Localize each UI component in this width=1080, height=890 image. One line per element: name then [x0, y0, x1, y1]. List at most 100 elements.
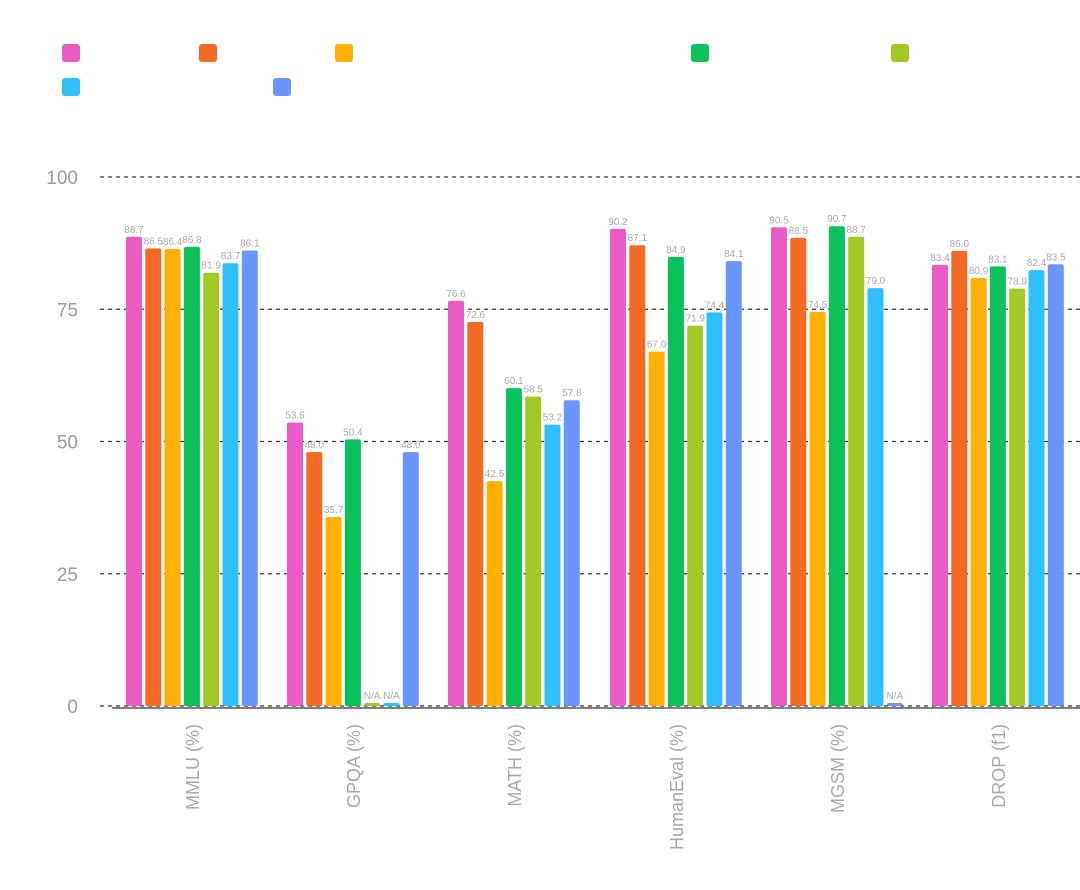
bar-value-label: 50.4	[343, 427, 363, 438]
bar-value-label: 35.7	[324, 505, 344, 516]
y-tick-label: 75	[57, 300, 78, 321]
bar-value-label: 71.9	[685, 314, 705, 325]
bar-value-label: 74.4	[705, 300, 725, 311]
bar	[932, 264, 948, 706]
bar	[544, 424, 561, 706]
bar-value-label: 86.0	[950, 239, 970, 250]
bar-value-label: 60.1	[504, 376, 524, 387]
bar-value-label: 81.9	[201, 261, 221, 272]
x-category-label: MMLU (%)	[183, 724, 203, 810]
y-tick-label: 100	[46, 168, 78, 189]
bar	[467, 321, 484, 706]
x-category-label: GPQA (%)	[344, 724, 364, 808]
bar	[505, 388, 522, 706]
bar-value-label: 78.9	[1007, 277, 1027, 288]
bar	[867, 288, 884, 706]
bar	[145, 248, 162, 707]
bar-value-label: 87.1	[628, 233, 648, 244]
bar	[525, 396, 542, 706]
bar-value-label: 80.9	[969, 266, 989, 277]
bar	[725, 261, 742, 706]
bar	[610, 228, 626, 707]
legend-swatch-5	[891, 44, 909, 62]
bar	[629, 245, 646, 706]
x-category-label: MATH (%)	[505, 724, 525, 807]
bar-value-label: 84.9	[666, 245, 686, 256]
bar-value-label: 90.2	[608, 217, 628, 228]
x-category-label: HumanEval (%)	[667, 724, 687, 850]
legend-swatch-6	[62, 78, 80, 96]
bar	[344, 439, 361, 706]
y-tick-label: 0	[67, 697, 78, 718]
bar-value-label: 79.0	[866, 276, 886, 287]
bar	[306, 452, 323, 706]
bar-value-label: 83.7	[221, 251, 241, 262]
bar-value-label: 90.7	[827, 214, 847, 225]
bar	[164, 248, 181, 706]
bar-value-label: 42.5	[485, 469, 505, 480]
x-category-label: DROP (f1)	[989, 724, 1009, 808]
legend-swatch-4	[691, 44, 709, 62]
bar-value-label: 48.0	[401, 440, 421, 451]
bar	[1009, 288, 1026, 706]
bar-value-label: 88.5	[789, 226, 809, 237]
x-axis: MMLU (%) GPQA (%) MATH (%) HumanEval (%) MGS…	[112, 707, 1080, 850]
bar-value-label: 88.7	[124, 225, 144, 236]
legend-swatch-2	[199, 44, 217, 62]
bar	[222, 263, 239, 706]
y-tick-label: 25	[57, 565, 78, 586]
bar	[486, 481, 503, 706]
bar	[1047, 264, 1064, 706]
bar	[563, 400, 580, 706]
bar-value-label: 58.5	[523, 385, 543, 396]
bar	[1028, 270, 1045, 706]
bar-value-label: 86.4	[163, 237, 183, 248]
bar-value-label: N/A	[364, 691, 381, 702]
bar	[886, 703, 903, 706]
bar	[364, 703, 381, 706]
bar	[706, 312, 723, 706]
y-tick-label: 50	[57, 433, 78, 454]
bar	[648, 351, 665, 706]
bar-value-label: 83.1	[988, 254, 1008, 265]
grid: 0 25 50 75 100	[46, 168, 1080, 718]
bar-value-label: N/A	[383, 691, 400, 702]
bar	[402, 452, 419, 706]
bars	[126, 226, 1064, 707]
bar-value-label: 83.4	[930, 253, 950, 264]
legend	[62, 44, 909, 96]
bar-value-label: 74.5	[808, 300, 828, 311]
bar-value-label: 72.6	[466, 310, 486, 321]
bar	[287, 422, 303, 706]
bar-value-label: 86.1	[240, 239, 260, 250]
bar	[126, 236, 142, 707]
x-category-label: MGSM (%)	[828, 724, 848, 813]
bar	[828, 226, 845, 706]
legend-swatch-3	[335, 44, 353, 62]
bar-value-label: 53.6	[285, 410, 305, 421]
bar-value-label: N/A	[886, 691, 903, 702]
bar	[848, 236, 865, 707]
bar-value-label: 86.5	[144, 236, 164, 247]
bar	[687, 325, 704, 706]
bar-value-label: 57.8	[562, 388, 582, 399]
bar	[183, 246, 200, 706]
bar	[203, 272, 220, 706]
bar-value-label: 82.4	[1027, 258, 1047, 269]
bar	[970, 278, 987, 706]
bar	[325, 517, 342, 706]
bar-value-label: 53.2	[543, 413, 563, 424]
legend-swatch-1	[62, 44, 80, 62]
bar-value-label: 88.7	[846, 225, 866, 236]
bar	[241, 250, 258, 706]
bar-value-label: 84.1	[724, 249, 744, 260]
bar-labels: 88.786.5 86.4 86.881.983.786.153.648.035.7…	[124, 214, 1066, 702]
bar	[448, 300, 464, 706]
bar	[790, 237, 807, 706]
bar	[809, 311, 826, 706]
bar-value-label: 76.6	[446, 289, 466, 300]
bar-value-label: 83.5	[1046, 252, 1066, 263]
bar	[951, 251, 968, 706]
